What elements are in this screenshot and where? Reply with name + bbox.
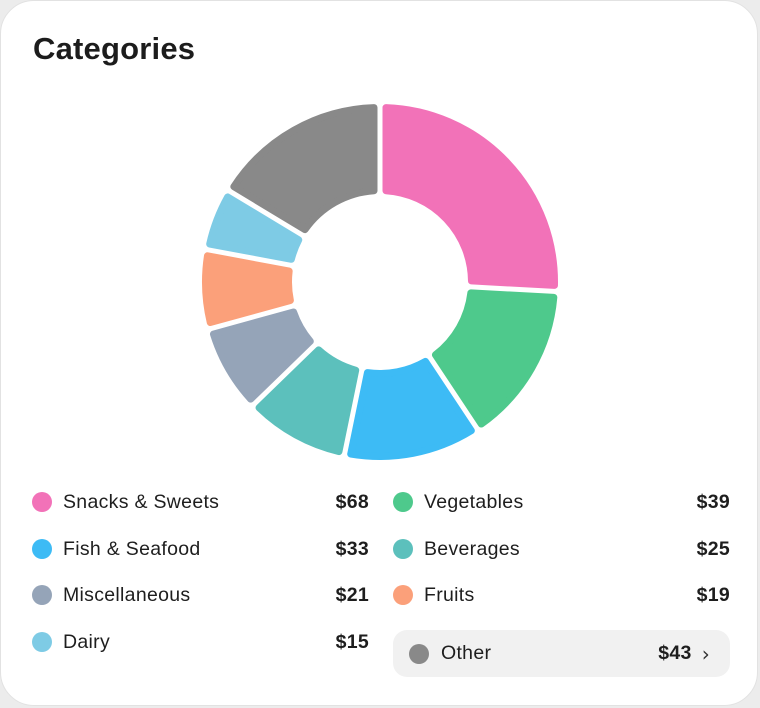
other-label: Other <box>441 642 492 664</box>
legend-label: Snacks & Sweets <box>63 490 220 513</box>
legend-label: Fish & Seafood <box>63 537 201 560</box>
card-title: Categories <box>33 31 196 66</box>
legend-item-beverages[interactable]: Beverages $25 <box>393 534 730 564</box>
legend-label: Fruits <box>424 583 475 606</box>
legend-item-snacks-sweets[interactable]: Snacks & Sweets $68 <box>32 487 369 517</box>
donut-slice-dairy[interactable] <box>206 193 303 263</box>
legend-dot <box>393 585 413 605</box>
legend-item-dairy[interactable]: Dairy $15 <box>32 627 369 657</box>
legend-item-vegetables[interactable]: Vegetables $39 <box>393 487 730 517</box>
legend-label: Vegetables <box>424 490 524 513</box>
other-button[interactable]: Other $43 › <box>393 630 730 677</box>
legend-item-miscellaneous[interactable]: Miscellaneous $21 <box>32 580 369 610</box>
legend-dot <box>409 643 429 664</box>
donut-slice-fish-seafood[interactable] <box>347 357 475 460</box>
legend-item-fish-seafood[interactable]: Fish & Seafood $33 <box>32 534 369 564</box>
legend-value: $19 <box>696 583 730 606</box>
legend-label: Beverages <box>424 537 520 560</box>
legend-value: $25 <box>696 537 730 560</box>
donut-slice-fruits[interactable] <box>202 252 294 327</box>
donut-slice-snacks-sweets[interactable] <box>382 104 558 289</box>
legend-dot <box>393 539 413 559</box>
donut-chart <box>202 104 558 460</box>
legend-value: $33 <box>335 537 369 560</box>
legend-dot <box>393 492 413 512</box>
legend-dot <box>32 539 52 559</box>
legend-label: Dairy <box>63 630 111 653</box>
chevron-right-icon: › <box>701 641 710 666</box>
legend-dot <box>32 632 52 652</box>
donut-slice-miscellaneous[interactable] <box>209 308 314 403</box>
legend-dot <box>32 585 52 605</box>
donut-slice-vegetables[interactable] <box>431 289 558 428</box>
legend-label: Miscellaneous <box>63 583 191 606</box>
legend-item-fruits[interactable]: Fruits $19 <box>393 580 730 610</box>
legend-value: $21 <box>335 583 369 606</box>
legend-dot <box>32 492 52 512</box>
legend-value: $68 <box>335 490 369 513</box>
donut-slice-other[interactable] <box>230 104 378 234</box>
donut-slice-beverages[interactable] <box>255 346 360 456</box>
legend-value: $15 <box>335 630 369 653</box>
legend-value: $39 <box>696 490 730 513</box>
other-value: $43 <box>658 642 692 664</box>
